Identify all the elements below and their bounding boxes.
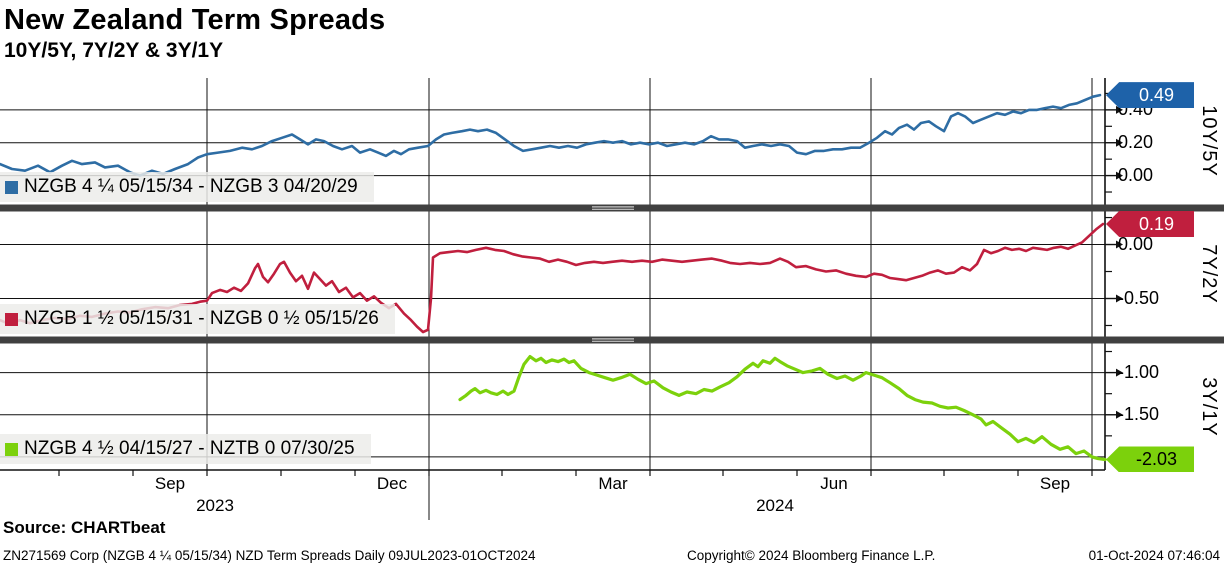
page-title: New Zealand Term Spreads (4, 4, 386, 36)
x-month-label: Dec (376, 474, 408, 493)
legend-label: NZGB 4 ½ 04/15/27 - NZTB 0 07/30/25 (24, 438, 355, 459)
legend-10y5y[interactable]: NZGB 4 ¼ 05/15/34 - NZGB 3 04/20/29 (0, 172, 374, 202)
legend-swatch-red-icon (5, 312, 18, 326)
y-tick-label: 0.00 (1118, 164, 1154, 185)
legend-swatch-green-icon (5, 442, 18, 456)
last-value-tag-10y5y[interactable]: 0.49 (1106, 82, 1194, 109)
x-year-label: 2023 (196, 496, 234, 515)
legend-7y2y[interactable]: NZGB 1 ½ 05/15/31 - NZGB 0 ½ 05/15/26 (0, 304, 395, 334)
y-tick-label: -1.50 (1118, 403, 1160, 424)
source-line: Source: CHARTbeat (3, 518, 166, 537)
panel-title-3y1y: 3Y/1Y (1198, 377, 1220, 437)
legend-label: NZGB 4 ¼ 05/15/34 - NZGB 3 04/20/29 (24, 176, 358, 197)
y-tick-label: 0.00 (1118, 233, 1154, 254)
page-subtitle: 10Y/5Y, 7Y/2Y & 3Y/1Y (4, 39, 224, 62)
y-tick-label: -1.00 (1118, 361, 1160, 382)
x-month-label: Sep (154, 474, 186, 493)
x-month-label: Mar (598, 474, 628, 493)
last-value-tag-7y2y[interactable]: 0.19 (1106, 211, 1194, 238)
y-tick-label: -0.50 (1118, 287, 1160, 308)
y-tick-label: 0.20 (1118, 131, 1154, 152)
footer-timestamp: 01-Oct-2024 07:46:04 (1088, 548, 1220, 563)
x-month-label: Sep (1039, 474, 1071, 493)
panel-title-7y2y: 7Y/2Y (1198, 244, 1220, 304)
footer-copyright: Copyright© 2024 Bloomberg Finance L.P. (687, 548, 936, 563)
x-month-label: Jun (820, 474, 848, 493)
legend-label: NZGB 1 ½ 05/15/31 - NZGB 0 ½ 05/15/26 (24, 308, 379, 329)
x-year-label: 2024 (756, 496, 794, 515)
legend-3y1y[interactable]: NZGB 4 ½ 04/15/27 - NZTB 0 07/30/25 (0, 434, 371, 464)
legend-swatch-blue-icon (5, 180, 18, 194)
panel-title-10y5y: 10Y/5Y (1198, 105, 1220, 178)
last-value-tag-3y1y[interactable]: -2.03 (1106, 446, 1194, 473)
footer-security-info: ZN271569 Corp (NZGB 4 ¼ 05/15/34) NZD Te… (3, 548, 536, 563)
